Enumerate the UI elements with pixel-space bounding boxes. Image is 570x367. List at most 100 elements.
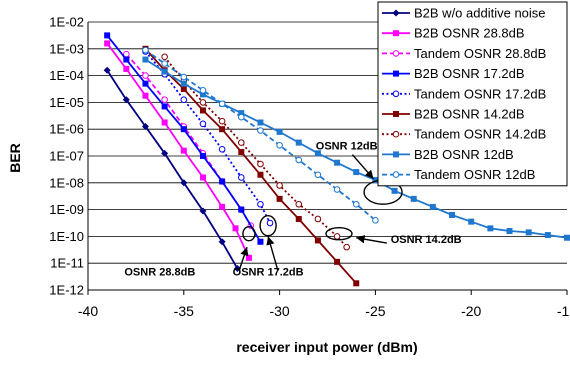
marker-square (123, 65, 130, 72)
marker-circle (199, 99, 207, 106)
marker-circle (314, 215, 322, 223)
y-axis-label: BER (7, 143, 23, 173)
marker-circle (372, 217, 379, 224)
marker-square (142, 80, 149, 87)
legend-entry: Tandem OSNR 28.8dB (382, 46, 546, 61)
marker-circle (392, 130, 400, 138)
y-tick-label: 1E-02 (49, 15, 84, 30)
series-b2b-osnr-12db (142, 56, 570, 241)
series-line (106, 69, 239, 270)
marker-circle (257, 127, 264, 134)
marker-circle (392, 90, 400, 98)
x-tick-label: -30 (269, 303, 289, 319)
marker-circle (161, 60, 168, 67)
marker-square (161, 119, 168, 126)
x-tick-label: -20 (461, 303, 481, 319)
y-tick-label: 1E-05 (49, 95, 84, 110)
marker-square (219, 178, 226, 185)
annotation-label: OSNR 28.8dB (124, 266, 195, 278)
marker-circle (237, 174, 245, 181)
marker-square (104, 40, 111, 47)
marker-circle (218, 100, 226, 108)
axes: 1E-02 1E-03 1E-04 1E-05 1E-06 1E-07 1E-08 1E-09… (49, 15, 570, 320)
legend-label: B2B OSNR 28.8dB (414, 26, 525, 41)
marker-circle (295, 156, 303, 164)
marker-square (123, 56, 130, 63)
marker-circle (295, 200, 303, 208)
legend-entry: B2B OSNR 12dB (382, 147, 514, 162)
legend-label: B2B OSNR 12dB (414, 147, 514, 162)
y-tick-label: 1E-10 (49, 229, 84, 244)
x-tick-label: -15 (557, 303, 570, 319)
marker-square (257, 119, 264, 126)
marker-square (525, 229, 532, 236)
marker-circle (392, 50, 400, 57)
annotation-arrow (351, 154, 375, 180)
legend-label: Tandem OSNR 28.8dB (414, 46, 546, 61)
annotation-arrow (356, 235, 388, 244)
marker-square (180, 126, 187, 133)
series-b2b-osnr-17-2db (104, 32, 264, 245)
series-line (163, 56, 348, 248)
marker-square (238, 110, 245, 117)
marker-square (276, 128, 283, 135)
marker-circle (218, 117, 226, 125)
series-group (103, 32, 570, 287)
marker-diamond (392, 9, 400, 17)
marker-square (468, 218, 475, 225)
marker-square (142, 56, 149, 63)
y-tick-label: 1E-06 (49, 122, 84, 137)
annotation-arrow (238, 246, 249, 271)
y-tick-label: 1E-08 (49, 175, 84, 190)
marker-square (295, 139, 302, 146)
marker-square (180, 147, 187, 154)
marker-diamond (180, 179, 188, 187)
y-tick-label: 1E-07 (49, 149, 84, 164)
marker-circle (314, 171, 322, 179)
marker-square (410, 195, 417, 202)
marker-circle (276, 182, 283, 189)
marker-square (564, 234, 570, 241)
marker-square (238, 148, 245, 155)
marker-square (506, 228, 513, 235)
legend-entry: B2B OSNR 14.2dB (382, 107, 525, 122)
marker-square (276, 195, 283, 202)
marker-circle (237, 139, 245, 146)
marker-square (295, 215, 302, 222)
marker-square (393, 70, 399, 77)
marker-circle (333, 233, 341, 240)
x-tick-label: -40 (78, 303, 98, 319)
series-tandem-osnr-28-8db (123, 50, 255, 229)
marker-circle (142, 46, 149, 54)
series-tandem-osnr-12db (142, 46, 379, 224)
marker-square (142, 92, 149, 99)
marker-square (429, 203, 436, 210)
marker-square (393, 30, 399, 37)
marker-square (393, 111, 399, 117)
marker-square (180, 86, 187, 92)
marker-circle (218, 146, 226, 153)
marker-diamond (161, 149, 169, 157)
marker-circle (199, 120, 207, 128)
legend-label: Tandem OSNR 14.2dB (414, 127, 546, 142)
marker-square (449, 211, 456, 218)
marker-square (238, 206, 245, 213)
marker-square (245, 254, 252, 261)
annotation-label: OSNR 12dB (316, 140, 378, 152)
series-line (144, 48, 357, 284)
marker-circle (392, 171, 400, 178)
x-tick-label: -25 (365, 303, 385, 319)
marker-square (353, 280, 360, 287)
legend-entry: B2B OSNR 28.8dB (382, 26, 525, 41)
marker-diamond (233, 265, 241, 273)
marker-diamond (141, 123, 149, 131)
x-tick-label: -35 (174, 303, 194, 319)
marker-square (393, 151, 399, 158)
annotation-ellipse (259, 214, 277, 237)
annotation-arrow (266, 236, 279, 271)
marker-diamond (199, 207, 207, 215)
legend-label: Tandem OSNR 17.2dB (414, 86, 546, 101)
marker-circle (180, 73, 188, 81)
marker-circle (161, 53, 168, 61)
